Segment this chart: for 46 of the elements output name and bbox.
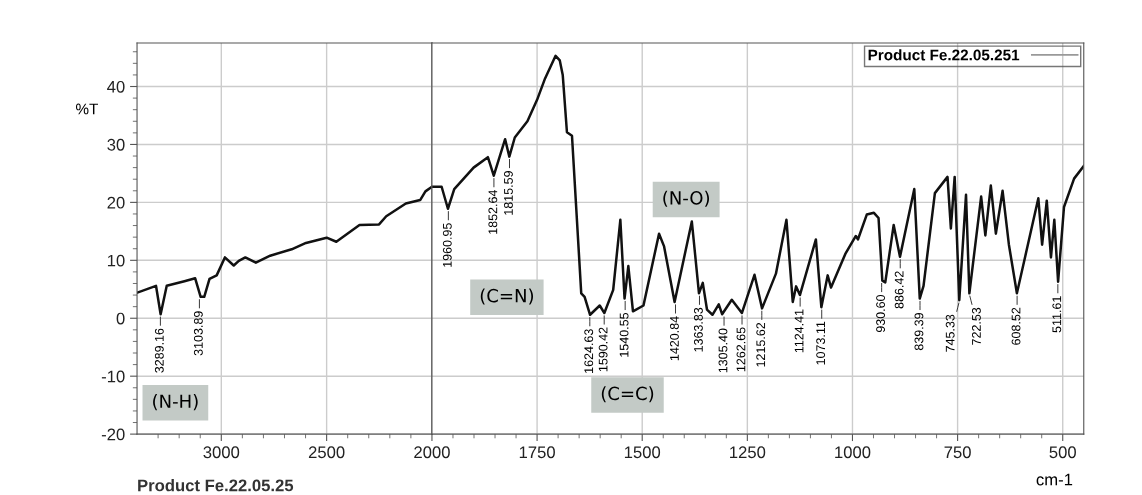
annotation: 511.61	[1052, 296, 1062, 333]
annotation: 930.60	[876, 294, 886, 333]
y-tick-label: 40	[107, 80, 125, 93]
annotation: 1624.63	[584, 329, 594, 373]
annotation: 1215.62	[756, 322, 766, 367]
annotation: 1852.64	[488, 189, 498, 234]
x-tick-label: 2500	[308, 446, 345, 459]
y-tick-label: 0	[116, 312, 125, 325]
x-tick-label: 1000	[835, 446, 871, 459]
annotation: 1363.83	[693, 307, 703, 352]
text: Product Fe.22.05.25	[138, 479, 294, 492]
annotation: 1420.84	[670, 316, 679, 361]
annotation: (C=N)	[480, 288, 534, 305]
annotation: 1073.11	[816, 321, 826, 365]
y-tick-label: 20	[107, 196, 125, 209]
x-axis-title: cm-1	[1036, 473, 1073, 486]
annotation: 1305.40	[718, 328, 728, 373]
annotation: 886.42	[894, 271, 904, 309]
x-tick-label: 750	[944, 446, 971, 459]
annotation: 1590.42	[598, 327, 608, 372]
y-tick-label: 30	[107, 138, 125, 151]
annotation: (N-O)	[663, 190, 710, 207]
x-tick-label: 1750	[519, 446, 555, 459]
annotation: 3289.16	[154, 328, 164, 373]
annotation: 722.53	[971, 307, 981, 345]
annotation: 608.52	[1011, 307, 1021, 345]
annotation: 3103.89	[193, 311, 203, 356]
x-tick-label: 3000	[203, 446, 240, 459]
annotation: 1540.55	[619, 312, 629, 357]
y-tick-label: -10	[101, 370, 125, 383]
x-tick-label: 1500	[624, 446, 661, 459]
annotation: 1124.41	[794, 309, 804, 353]
annotation: 839.39	[914, 313, 924, 351]
x-tick-label: 2000	[414, 446, 450, 459]
annotation: 1262.65	[736, 327, 746, 372]
x-tick-label: 500	[1049, 446, 1076, 459]
annotation: 1815.59	[504, 171, 513, 215]
y-tick-label: -20	[101, 428, 125, 441]
annotation: 745.33	[945, 314, 955, 352]
annotation: 1960.95	[442, 223, 452, 267]
annotation: (N-H)	[153, 394, 198, 411]
x-tick-label: 1250	[730, 446, 766, 459]
y-tick-label: 10	[107, 254, 125, 267]
annotation: (C=C)	[601, 386, 654, 403]
y-axis-title: %T	[75, 103, 99, 115]
text: Product Fe.22.05.251	[868, 49, 1020, 61]
